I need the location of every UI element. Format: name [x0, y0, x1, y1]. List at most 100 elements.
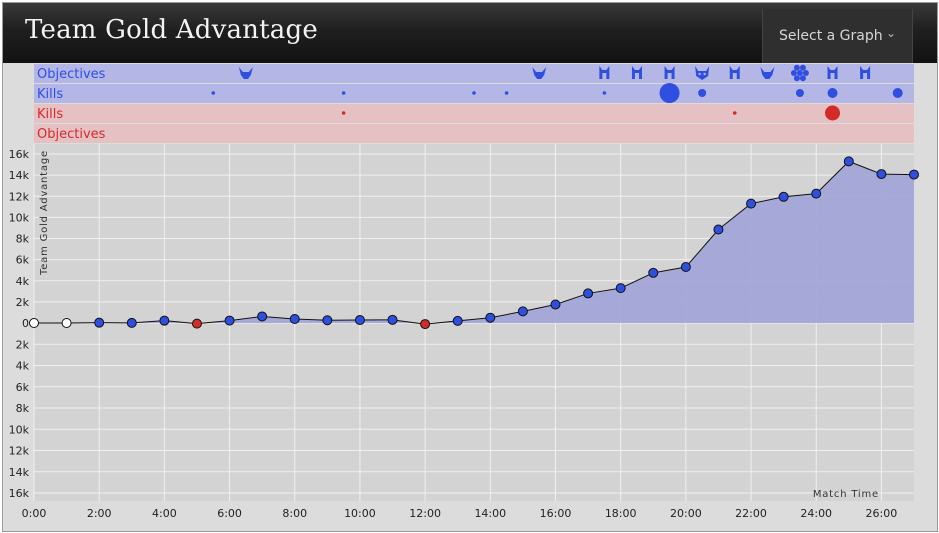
- tower-objective-icon: [860, 66, 871, 79]
- baron-shape: [695, 66, 710, 80]
- blue-kill-marker-7: [795, 89, 804, 97]
- y-tick-label: 8k: [16, 233, 30, 246]
- data-point-20: [680, 262, 691, 273]
- lane-label-blue-1: Kills: [37, 87, 63, 102]
- y-tick-label: 10k: [9, 211, 30, 224]
- y-tick-label: 2k: [16, 338, 30, 351]
- y-tick-label: 12k: [9, 445, 30, 458]
- dragon-objective-icon: [532, 67, 547, 79]
- dragon-objective-icon: [238, 67, 253, 79]
- y-tick-label: 0: [22, 317, 29, 330]
- data-point-1: [61, 318, 72, 328]
- tower-objective-icon: [664, 66, 675, 79]
- x-axis-label: Match Time: [813, 489, 879, 500]
- y-tick-label: 14k: [9, 169, 30, 182]
- y-tick-label: 8k: [16, 402, 30, 415]
- data-point-17: [583, 288, 594, 299]
- x-tick-label: 2:00: [87, 507, 112, 520]
- tower-objective-icon: [631, 66, 642, 79]
- red-kill-marker-0: [341, 111, 346, 115]
- x-tick-label: 24:00: [800, 507, 832, 520]
- blue-kill-marker-3: [504, 91, 509, 95]
- gold-advantage-line: [34, 160, 915, 325]
- inhibitor-petal: [793, 75, 800, 82]
- y-tick-label: 4k: [16, 275, 30, 288]
- y-tick-label: 10k: [9, 423, 30, 436]
- tower-door: [634, 73, 639, 79]
- x-tick-label: 14:00: [474, 507, 506, 520]
- x-tick-label: 16:00: [540, 507, 572, 520]
- select-graph-label: Select a Graph: [779, 28, 883, 44]
- data-point-13: [452, 315, 463, 326]
- data-point-6: [224, 315, 235, 326]
- data-point-27: [909, 169, 919, 180]
- data-point-12: [420, 319, 431, 330]
- blue-kill-marker-0: [211, 91, 216, 95]
- y-tick-label: 14k: [9, 466, 30, 479]
- y-tick-label: 12k: [9, 190, 30, 203]
- data-point-0: [29, 318, 39, 328]
- y-tick-label: 4k: [16, 360, 30, 373]
- blue-kill-marker-2: [472, 91, 476, 95]
- inhibitor-petal: [790, 70, 797, 76]
- chevron-down-icon: ⌄: [886, 26, 897, 40]
- data-point-16: [550, 299, 561, 310]
- blue-kill-marker-1: [341, 91, 346, 95]
- data-point-19: [648, 267, 659, 278]
- red-kill-marker-2: [825, 105, 841, 121]
- data-point-14: [485, 312, 496, 323]
- x-tick-label: 18:00: [605, 507, 637, 520]
- x-tick-label: 10:00: [344, 507, 376, 520]
- select-graph-dropdown[interactable]: Select a Graph ⌄: [762, 9, 913, 63]
- data-point-25: [843, 156, 854, 167]
- red-kill-marker-1: [732, 111, 737, 115]
- x-tick-label: 12:00: [409, 507, 441, 520]
- page-title: Team Gold Advantage: [25, 15, 318, 45]
- event-lane-red-3: [34, 124, 914, 143]
- x-tick-label: 8:00: [282, 507, 307, 520]
- tower-door: [830, 73, 835, 79]
- x-tick-label: 6:00: [217, 507, 242, 520]
- blue-kill-marker-9: [892, 88, 903, 98]
- y-tick-label: 16k: [9, 148, 30, 161]
- lane-label-red-2: Kills: [37, 107, 63, 122]
- lane-label-red-3: Objectives: [37, 127, 106, 142]
- x-tick-label: 26:00: [866, 507, 898, 520]
- inhibitor-petal: [799, 75, 806, 82]
- baron-eye: [703, 72, 706, 76]
- data-point-22: [746, 198, 757, 209]
- tower-shape: [599, 66, 610, 79]
- dragon-objective-icon: [760, 67, 775, 79]
- x-tick-label: 0:00: [22, 507, 47, 520]
- tower-door: [863, 73, 868, 79]
- header-bar: Team Gold Advantage Select a Graph ⌄: [3, 3, 937, 63]
- blue-kill-marker-4: [602, 91, 607, 95]
- data-point-4: [159, 315, 170, 326]
- data-point-15: [517, 306, 528, 317]
- data-point-10: [354, 315, 365, 326]
- gold-advantage-area: [34, 161, 914, 325]
- event-lane-red-2: [34, 104, 914, 123]
- blue-kill-marker-5: [659, 83, 680, 103]
- baron-eye: [698, 72, 701, 76]
- data-point-26: [876, 169, 887, 180]
- tower-shape: [860, 66, 871, 79]
- dragon-shape: [760, 67, 775, 79]
- blue-kill-marker-8: [827, 88, 838, 98]
- tower-shape: [631, 66, 642, 79]
- data-point-9: [322, 315, 333, 326]
- data-point-11: [387, 314, 398, 325]
- lane-label-blue-0: Objectives: [37, 67, 106, 82]
- data-point-21: [713, 224, 724, 235]
- inhibitor-petal: [793, 64, 800, 71]
- data-point-7: [257, 311, 268, 322]
- y-tick-label: 6k: [16, 254, 30, 267]
- inhibitor-petal: [802, 70, 809, 76]
- y-axis-label: Team Gold Advantage: [39, 150, 50, 276]
- tower-door: [667, 73, 672, 79]
- tower-objective-icon: [599, 66, 610, 79]
- y-tick-label: 6k: [16, 381, 30, 394]
- blue-kill-marker-6: [698, 89, 707, 97]
- tower-shape: [664, 66, 675, 79]
